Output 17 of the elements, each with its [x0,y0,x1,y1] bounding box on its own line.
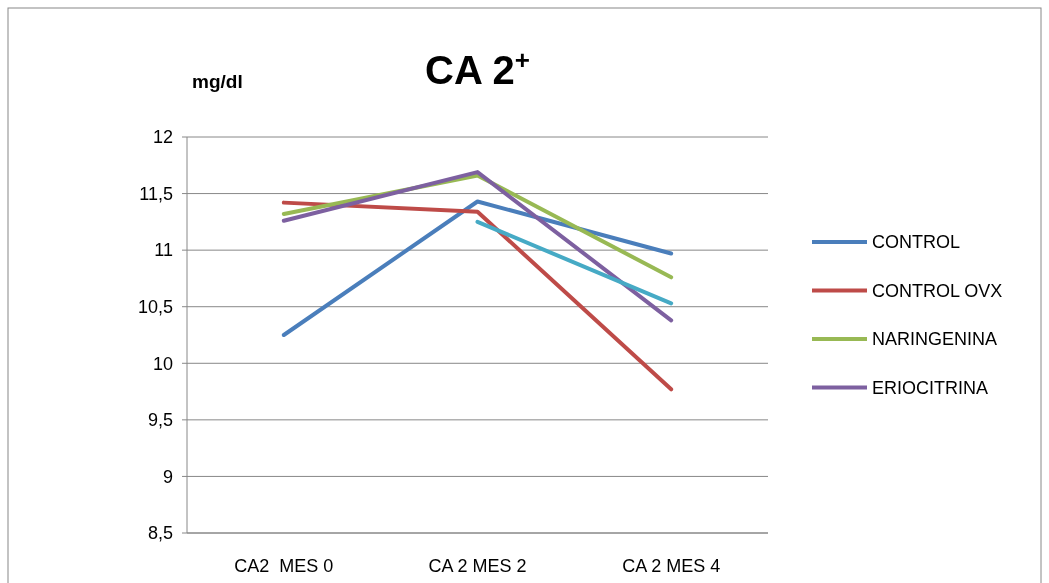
y-tick-label: 11,5 [139,183,173,204]
x-tick-label: CA 2 MES 2 [428,556,527,576]
y-tick-label: 11 [154,240,173,261]
chart-title: CA 2$^{+}$ [425,45,530,92]
legend-label: NARINGENINA [872,329,998,350]
y-tick-label: 8,5 [147,523,173,544]
y-tick-label: 10,5 [137,297,173,318]
legend-label: CONTROL OVX [872,280,1003,301]
x-tick-label: CA2 MES 0 [234,556,334,576]
y-tick-label: 9,5 [147,410,173,431]
legend-label: CONTROL [872,232,961,253]
y-axis-title: mg/dl [192,71,243,92]
x-tick-label: CA 2 MES 4 [622,556,721,576]
legend-label: ERIOCITRINA [872,377,989,398]
y-tick-label: 10 [152,353,173,374]
y-tick-label: 9 [162,466,173,487]
y-tick-label: 12 [152,127,173,148]
